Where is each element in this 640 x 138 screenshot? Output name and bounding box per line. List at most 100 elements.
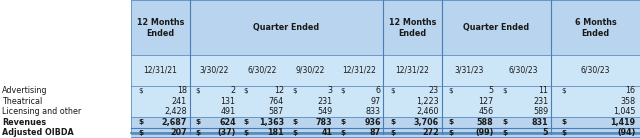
Text: 12 Months
Ended: 12 Months Ended [388, 18, 436, 38]
Text: 87: 87 [369, 128, 381, 137]
Text: 131: 131 [221, 97, 236, 106]
Text: 624: 624 [219, 118, 236, 127]
Text: $: $ [340, 88, 345, 94]
Text: 41: 41 [321, 128, 332, 137]
Text: Licensing and other: Licensing and other [2, 107, 81, 116]
Text: 11: 11 [538, 86, 548, 95]
Text: $: $ [292, 119, 298, 125]
Text: $: $ [195, 88, 200, 94]
Text: 12: 12 [274, 86, 284, 95]
Text: (99): (99) [475, 128, 493, 137]
Text: 127: 127 [478, 97, 493, 106]
Text: 1,223: 1,223 [416, 97, 438, 106]
Bar [131, 0, 189, 55]
Text: 783: 783 [316, 118, 332, 127]
Text: 549: 549 [317, 107, 332, 116]
Text: 5: 5 [488, 86, 493, 95]
Text: 2: 2 [230, 86, 236, 95]
Text: $: $ [138, 119, 143, 125]
Text: $: $ [562, 130, 567, 136]
Text: 1,045: 1,045 [613, 107, 636, 116]
Bar [131, 55, 189, 86]
Text: $: $ [390, 88, 395, 94]
Text: Theatrical: Theatrical [2, 97, 42, 106]
Bar [383, 0, 442, 55]
Text: 12/31/21: 12/31/21 [143, 66, 177, 75]
Text: $: $ [562, 88, 566, 94]
Bar [442, 55, 551, 86]
Text: $: $ [503, 119, 508, 125]
Bar [0, 0, 131, 138]
Bar [131, 0, 640, 134]
Text: $: $ [562, 119, 567, 125]
Text: 936: 936 [364, 118, 381, 127]
Text: 2,428: 2,428 [164, 107, 187, 116]
Bar [131, 117, 640, 128]
Text: 3/30/22: 3/30/22 [199, 66, 228, 75]
Text: 2,687: 2,687 [161, 118, 187, 127]
Text: Quarter Ended: Quarter Ended [253, 23, 319, 32]
Text: $: $ [292, 130, 298, 136]
Text: 12/31/22: 12/31/22 [396, 66, 429, 75]
Text: 1,419: 1,419 [611, 118, 636, 127]
Text: 358: 358 [620, 97, 636, 106]
Text: $: $ [448, 119, 453, 125]
Text: 3,706: 3,706 [413, 118, 438, 127]
Text: 6/30/22: 6/30/22 [248, 66, 277, 75]
Bar [131, 128, 640, 138]
Text: $: $ [448, 88, 452, 94]
Text: $: $ [503, 130, 508, 136]
Text: 456: 456 [479, 107, 493, 116]
Text: Revenues: Revenues [2, 118, 46, 127]
Text: 491: 491 [221, 107, 236, 116]
Bar [131, 107, 640, 117]
Text: 1,363: 1,363 [259, 118, 284, 127]
Text: 16: 16 [625, 86, 636, 95]
Text: 12/31/22: 12/31/22 [342, 66, 376, 75]
Text: 5: 5 [543, 128, 548, 137]
Text: 272: 272 [422, 128, 438, 137]
Text: 6/30/23: 6/30/23 [580, 66, 610, 75]
Text: $: $ [448, 130, 453, 136]
Text: $: $ [390, 119, 396, 125]
Text: $: $ [244, 130, 249, 136]
Text: 3/31/23: 3/31/23 [454, 66, 484, 75]
Text: $: $ [390, 130, 396, 136]
Bar [383, 55, 442, 86]
Bar [551, 0, 640, 55]
Text: 3: 3 [327, 86, 332, 95]
Text: Adjusted OIBDA: Adjusted OIBDA [2, 128, 74, 137]
Text: $: $ [195, 119, 200, 125]
Text: $: $ [195, 130, 200, 136]
Text: 207: 207 [170, 128, 187, 137]
Text: (94): (94) [617, 128, 636, 137]
Text: $: $ [292, 88, 297, 94]
Text: (37): (37) [217, 128, 236, 137]
Bar [442, 0, 551, 55]
Text: 2,460: 2,460 [416, 107, 438, 116]
Text: Advertising: Advertising [2, 86, 47, 95]
Text: Quarter Ended: Quarter Ended [463, 23, 529, 32]
Text: 764: 764 [269, 97, 284, 106]
Text: 9/30/22: 9/30/22 [296, 66, 325, 75]
Text: 241: 241 [172, 97, 187, 106]
Text: $: $ [138, 88, 143, 94]
Text: $: $ [244, 88, 248, 94]
Text: $: $ [138, 130, 143, 136]
Text: 231: 231 [533, 97, 548, 106]
Text: 587: 587 [269, 107, 284, 116]
Text: 831: 831 [532, 118, 548, 127]
Text: 588: 588 [477, 118, 493, 127]
Text: $: $ [340, 130, 346, 136]
Bar [131, 96, 640, 107]
Text: 589: 589 [533, 107, 548, 116]
Text: 97: 97 [371, 97, 381, 106]
Text: $: $ [340, 119, 346, 125]
Text: 18: 18 [177, 86, 187, 95]
Text: 6: 6 [376, 86, 381, 95]
Bar [189, 55, 383, 86]
Bar [131, 86, 640, 96]
Text: $: $ [503, 88, 508, 94]
Text: 231: 231 [317, 97, 332, 106]
Text: 181: 181 [268, 128, 284, 137]
